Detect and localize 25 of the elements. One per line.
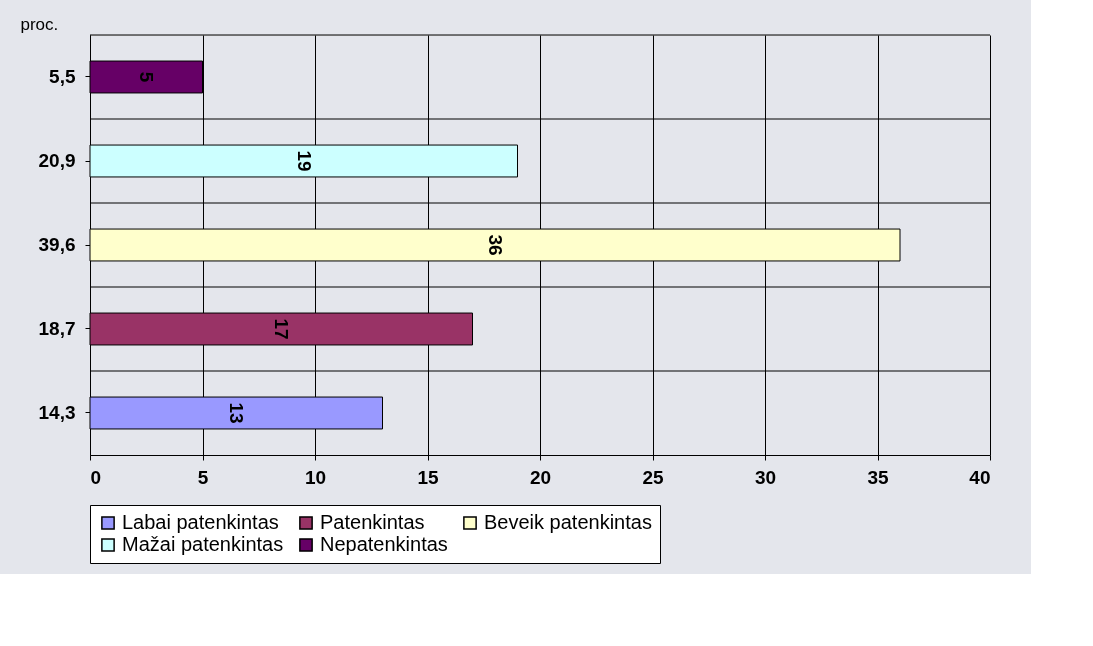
- x-tick-label: 35: [867, 466, 889, 488]
- data-label: 19: [293, 150, 315, 172]
- y-tick-label: 5,5: [49, 66, 76, 87]
- x-tick-label: 20: [529, 466, 552, 488]
- y-tick-label: 14,3: [38, 402, 76, 423]
- x-tick-label: 40: [969, 466, 991, 488]
- x-tick-label: 30: [754, 466, 777, 488]
- x-tick-label: 25: [642, 466, 664, 488]
- y-tick-label: 18,7: [38, 318, 76, 339]
- x-tick-label: 15: [417, 466, 439, 488]
- x-tick-label: 5: [197, 466, 209, 488]
- data-label: 17: [271, 318, 293, 340]
- legend-label: Patenkintas: [320, 511, 425, 533]
- x-tick-label: 0: [90, 466, 102, 488]
- y-tick-label: 20,9: [38, 150, 76, 171]
- legend-label: Beveik patenkintas: [484, 511, 652, 533]
- y-axis-title: proc.: [20, 14, 59, 34]
- data-label: 13: [226, 402, 248, 424]
- x-tick-label: 10: [304, 466, 327, 488]
- legend-label: Labai patenkintas: [122, 511, 279, 533]
- legend-label: Nepatenkintas: [320, 533, 448, 555]
- y-tick-label: 39,6: [38, 234, 76, 255]
- data-label: 5: [136, 71, 158, 83]
- legend-label: Mažai patenkintas: [122, 533, 284, 555]
- data-label: 36: [485, 234, 506, 256]
